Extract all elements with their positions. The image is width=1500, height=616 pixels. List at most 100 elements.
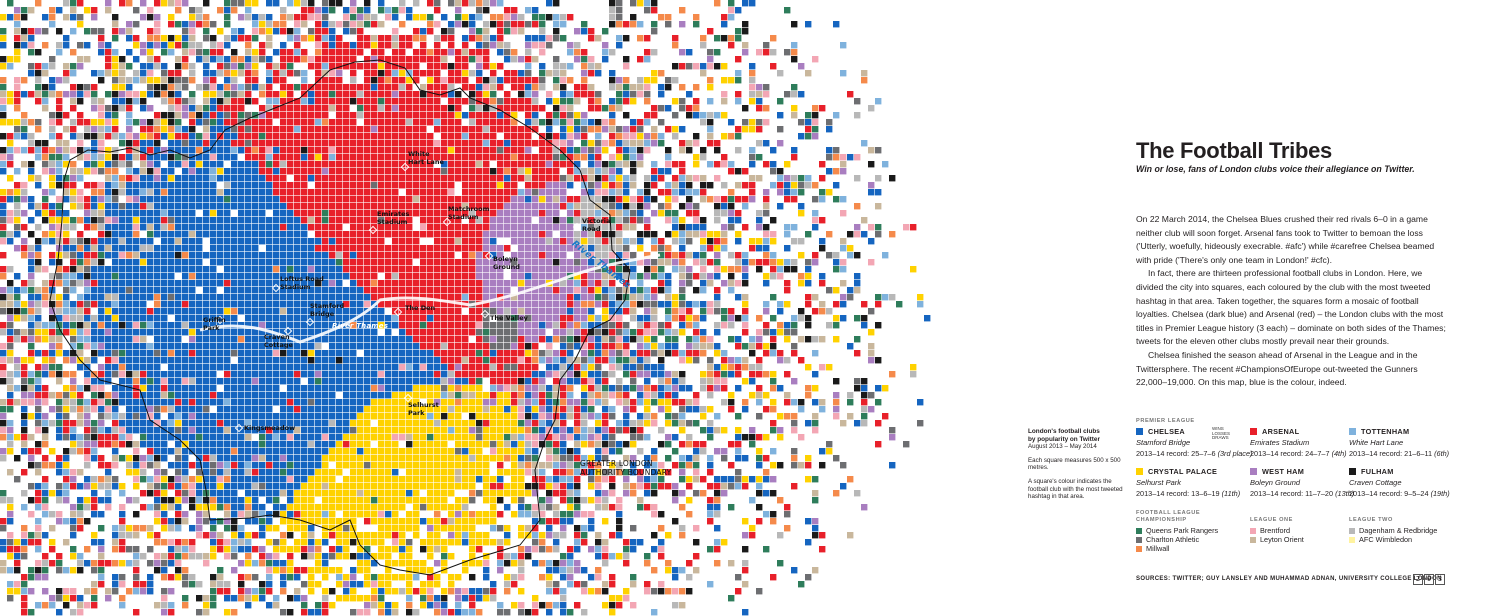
map-square: [294, 105, 301, 112]
map-square: [686, 357, 693, 364]
map-square: [182, 371, 189, 378]
map-square: [819, 238, 826, 245]
map-square: [140, 49, 147, 56]
map-square: [742, 0, 749, 7]
map-square: [595, 168, 602, 175]
map-square: [280, 189, 287, 196]
map-square: [371, 56, 378, 63]
map-square: [546, 231, 553, 238]
map-square: [322, 280, 329, 287]
map-square: [77, 91, 84, 98]
map-square: [105, 0, 112, 7]
map-square: [14, 196, 21, 203]
map-square: [749, 98, 756, 105]
map-square: [469, 98, 476, 105]
map-square: [182, 98, 189, 105]
map-square: [651, 21, 658, 28]
map-square: [595, 119, 602, 126]
map-square: [644, 364, 651, 371]
map-square: [196, 189, 203, 196]
map-square: [770, 182, 777, 189]
map-square: [595, 182, 602, 189]
map-square: [490, 336, 497, 343]
map-square: [196, 196, 203, 203]
map-square: [385, 161, 392, 168]
map-square: [126, 84, 133, 91]
map-square: [252, 308, 259, 315]
map-square: [245, 357, 252, 364]
map-square: [609, 336, 616, 343]
map-square: [707, 259, 714, 266]
map-square: [406, 189, 413, 196]
map-square: [252, 245, 259, 252]
map-square: [875, 175, 882, 182]
map-square: [546, 70, 553, 77]
map-square: [637, 343, 644, 350]
map-square: [532, 35, 539, 42]
map-square: [126, 273, 133, 280]
map-square: [147, 7, 154, 14]
map-square: [812, 182, 819, 189]
map-square: [476, 329, 483, 336]
map-square: [812, 196, 819, 203]
map-square: [686, 203, 693, 210]
map-square: [448, 238, 455, 245]
map-square: [350, 364, 357, 371]
map-square: [231, 140, 238, 147]
map-square: [560, 259, 567, 266]
map-square: [483, 189, 490, 196]
map-square: [7, 322, 14, 329]
map-square: [553, 259, 560, 266]
map-square: [0, 105, 7, 112]
map-square: [14, 315, 21, 322]
map-square: [140, 161, 147, 168]
map-square: [609, 315, 616, 322]
map-square: [427, 231, 434, 238]
map-square: [826, 126, 833, 133]
map-square: [392, 357, 399, 364]
map-square: [861, 231, 868, 238]
map-square: [595, 287, 602, 294]
map-square: [357, 238, 364, 245]
map-square: [63, 224, 70, 231]
map-square: [245, 147, 252, 154]
map-square: [196, 266, 203, 273]
map-square: [567, 343, 574, 350]
map-square: [196, 315, 203, 322]
map-square: [308, 35, 315, 42]
map-square: [721, 161, 728, 168]
map-square: [336, 70, 343, 77]
map-square: [413, 56, 420, 63]
map-square: [105, 210, 112, 217]
map-square: [602, 287, 609, 294]
map-square: [616, 343, 623, 350]
map-square: [364, 105, 371, 112]
map-square: [0, 147, 7, 154]
map-square: [350, 147, 357, 154]
map-square: [434, 210, 441, 217]
map-square: [742, 301, 749, 308]
map-square: [91, 287, 98, 294]
map-square: [420, 49, 427, 56]
map-square: [455, 140, 462, 147]
map-square: [686, 175, 693, 182]
map-square: [273, 231, 280, 238]
map-square: [301, 0, 308, 7]
map-square: [497, 105, 504, 112]
map-square: [105, 238, 112, 245]
map-square: [217, 91, 224, 98]
map-square: [280, 329, 287, 336]
map-square: [623, 245, 630, 252]
map-square: [357, 217, 364, 224]
map-square: [686, 280, 693, 287]
map-square: [154, 56, 161, 63]
map-square: [98, 231, 105, 238]
map-square: [469, 364, 476, 371]
map-square: [448, 119, 455, 126]
map-square: [280, 294, 287, 301]
map-square: [469, 56, 476, 63]
map-square: [308, 203, 315, 210]
map-square: [497, 126, 504, 133]
map-square: [28, 70, 35, 77]
map-square: [336, 336, 343, 343]
